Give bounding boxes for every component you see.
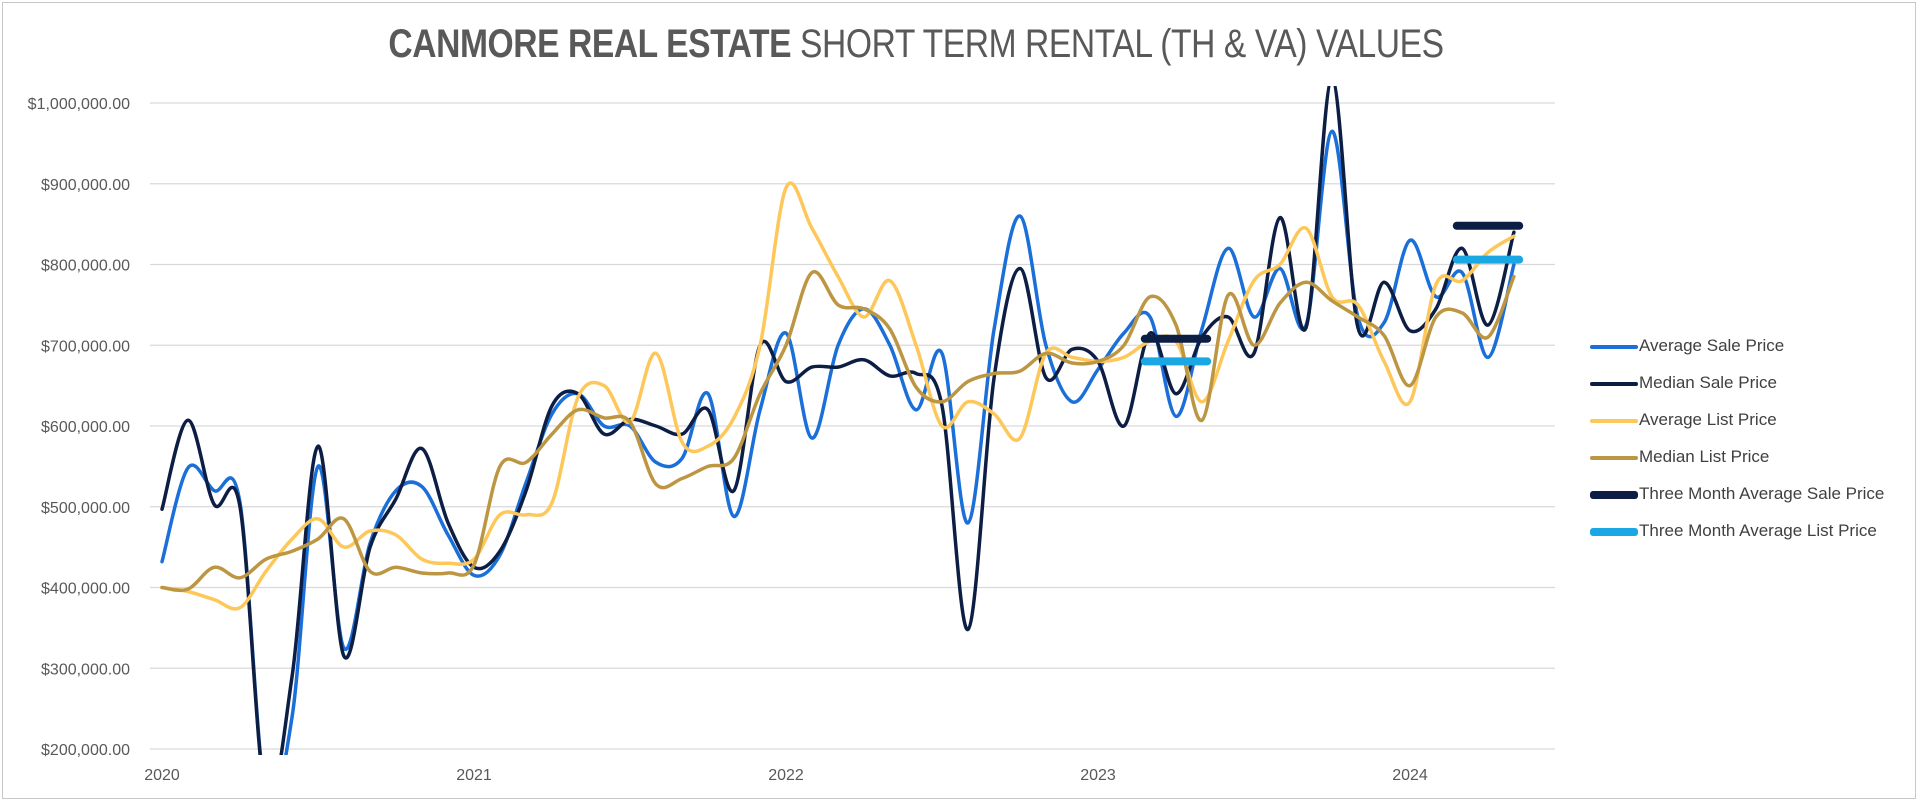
legend-label-average-list-price: Average List Price (1639, 410, 1777, 429)
y-tick-label: $200,000.00 (41, 742, 130, 759)
average-marker-layer (1140, 221, 1524, 366)
y-tick-label: $400,000.00 (41, 581, 130, 598)
series-layer (160, 86, 1516, 755)
series-line-median-list-price (160, 270, 1516, 593)
legend-item-median-list-price: Median List Price (1590, 446, 1920, 470)
legend-swatch-three-month-average-sale-price (1590, 491, 1638, 499)
legend-item-three-month-average-sale-price: Three Month Average Sale Price (1590, 483, 1920, 507)
legend-swatch-median-list-price (1590, 456, 1638, 460)
legend-label-three-month-average-list-price: Three Month Average List Price (1639, 521, 1877, 540)
x-tick-label: 2020 (144, 767, 180, 784)
x-tick-label: 2021 (456, 767, 492, 784)
y-tick-label: $1,000,000.00 (28, 96, 130, 113)
legend-swatch-average-list-price (1590, 419, 1638, 423)
x-tick-label: 2022 (768, 767, 804, 784)
y-tick-label: $500,000.00 (41, 500, 130, 517)
legend-item-average-sale-price: Average Sale Price (1590, 335, 1920, 359)
series-line-median-sale-price (160, 86, 1516, 755)
x-tick-label: 2023 (1080, 767, 1116, 784)
y-tick-label: $600,000.00 (41, 419, 130, 436)
legend-label-average-sale-price: Average Sale Price (1639, 336, 1785, 355)
legend-item-median-sale-price: Median Sale Price (1590, 372, 1920, 396)
legend-label-three-month-average-sale-price: Three Month Average Sale Price (1639, 484, 1885, 503)
chart-title: CANMORE REAL ESTATE SHORT TERM RENTAL (T… (147, 22, 1686, 67)
legend-swatch-average-sale-price (1590, 345, 1638, 349)
legend-label-median-sale-price: Median Sale Price (1639, 373, 1777, 392)
legend-label-median-list-price: Median List Price (1639, 447, 1770, 466)
axis-labels: $200,000.00 $300,000.00 $400,000.00 $500,00… (28, 96, 1428, 784)
legend-swatch-median-sale-price (1590, 382, 1638, 386)
chart-title-rest: SHORT TERM RENTAL (TH & VA) VALUES (791, 22, 1444, 66)
y-tick-label: $300,000.00 (41, 661, 130, 678)
legend-swatch-three-month-average-list-price (1590, 528, 1638, 536)
legend-item-three-month-average-list-price: Three Month Average List Price (1590, 520, 1920, 544)
legend-item-average-list-price: Average List Price (1590, 409, 1920, 433)
y-tick-label: $700,000.00 (41, 338, 130, 355)
x-tick-label: 2024 (1392, 767, 1428, 784)
y-tick-label: $900,000.00 (41, 177, 130, 194)
series-line-average-list-price (160, 181, 1516, 611)
chart-title-bold: CANMORE REAL ESTATE (388, 22, 792, 66)
y-tick-label: $800,000.00 (41, 258, 130, 275)
